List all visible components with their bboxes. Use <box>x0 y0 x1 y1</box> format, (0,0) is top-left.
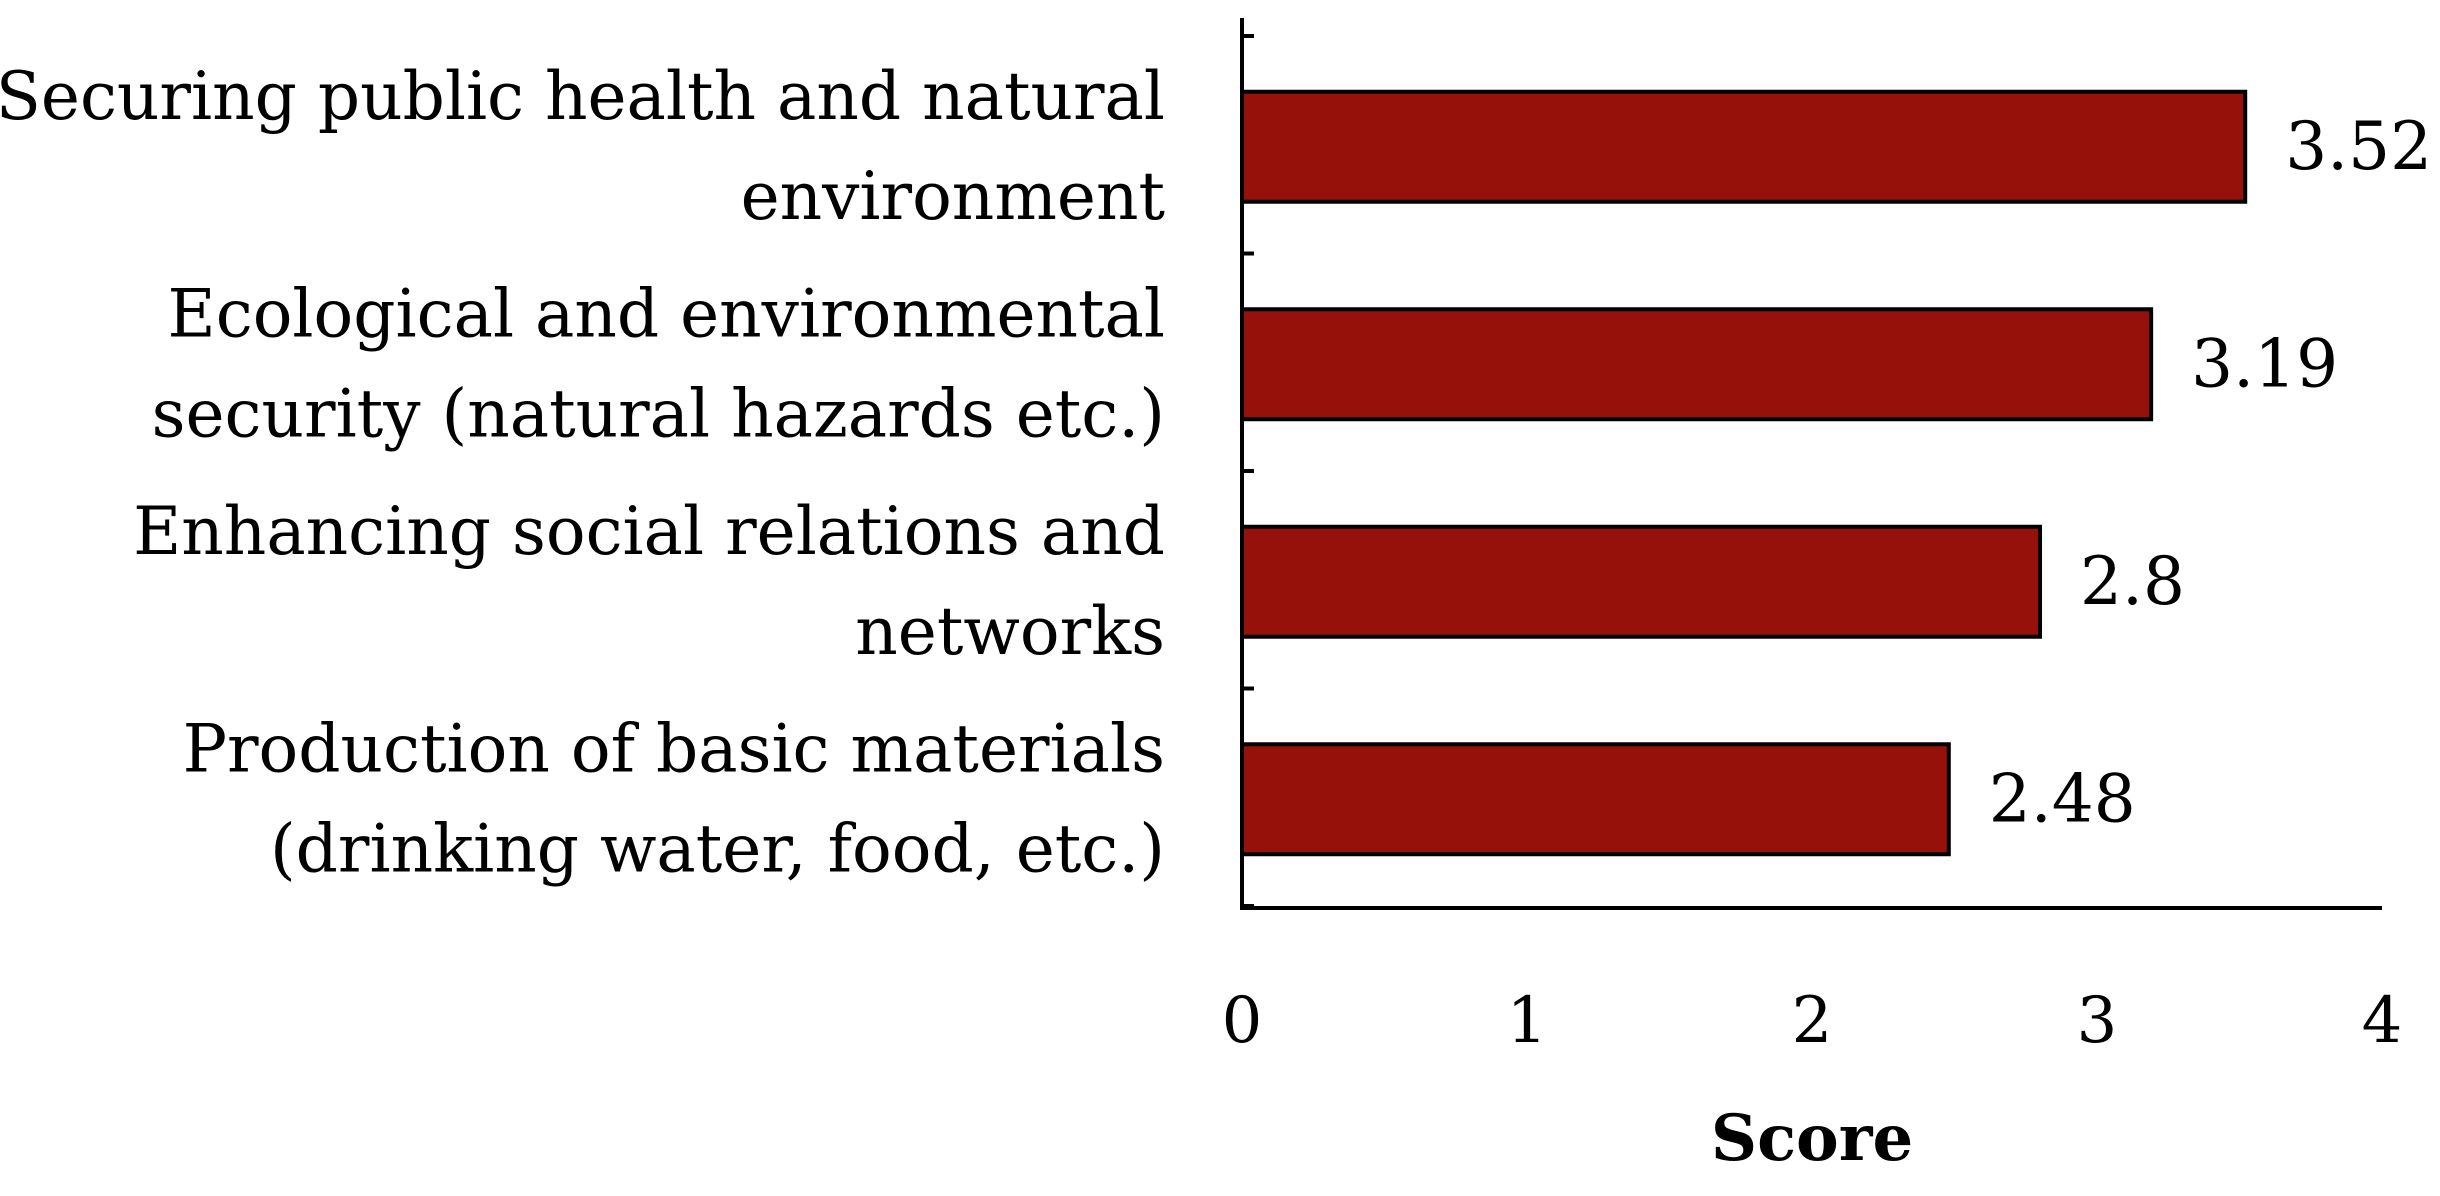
bar-value-label: 2.48 <box>1989 760 2136 837</box>
x-tick-label: 3 <box>2077 984 2118 1058</box>
category-labels: Securing public health and natural enviro… <box>0 58 1165 888</box>
bar <box>1240 89 2248 204</box>
category-label: Production of basic materials (drinking w… <box>183 710 1165 887</box>
category-label-line: Ecological and environmental <box>168 275 1165 352</box>
bar-value-label: 2.8 <box>2080 543 2185 620</box>
bar <box>1240 742 1951 857</box>
category-label-line: Production of basic materials <box>183 710 1165 787</box>
x-tick-label: 1 <box>1507 984 1548 1058</box>
bar <box>1240 307 2154 422</box>
value-labels: 3.52 3.19 2.8 2.48 <box>1989 108 2432 838</box>
bar-value-label: 3.19 <box>2191 325 2338 402</box>
category-label-line: networks <box>855 593 1165 670</box>
bars <box>1240 89 2248 857</box>
x-tick-label: 0 <box>1222 984 1263 1058</box>
y-axis-ticks <box>1242 34 1254 908</box>
category-label: Ecological and environmental security (na… <box>152 275 1165 452</box>
bar-value-label: 3.52 <box>2285 108 2432 185</box>
category-label: Securing public health and natural enviro… <box>0 58 1165 235</box>
bar <box>1240 524 2042 639</box>
category-label-line: Securing public health and natural <box>0 58 1165 135</box>
category-label-line: (drinking water, food, etc.) <box>270 810 1165 887</box>
category-label-line: security (natural hazards etc.) <box>152 375 1165 452</box>
category-label-line: Enhancing social relations and <box>133 493 1165 570</box>
x-tick-labels: 0 1 2 3 4 <box>1222 984 2403 1058</box>
category-label: Enhancing social relations and networks <box>133 493 1165 670</box>
category-label-line: environment <box>741 158 1165 235</box>
x-tick-label: 2 <box>1792 984 1833 1058</box>
axes <box>1240 18 2382 910</box>
x-tick-label: 4 <box>2362 984 2403 1058</box>
x-axis-title: Score <box>1711 1101 1913 1176</box>
